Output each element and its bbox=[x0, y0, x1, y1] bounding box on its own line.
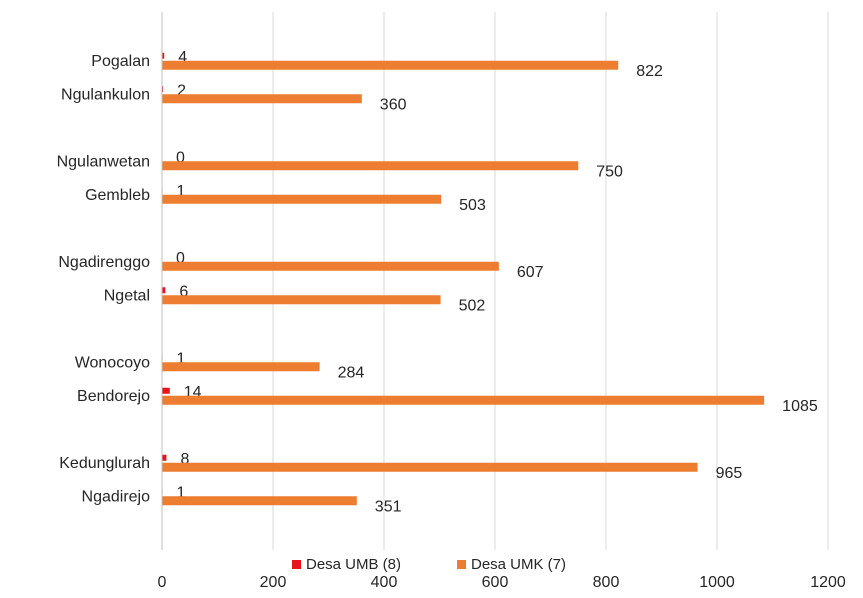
y-tick-label: Ngadirejo bbox=[82, 488, 151, 505]
bar bbox=[162, 496, 357, 506]
value-label: 1 bbox=[177, 183, 186, 200]
bar bbox=[162, 362, 320, 372]
bar bbox=[162, 261, 499, 271]
value-label: 503 bbox=[459, 197, 486, 214]
x-tick-label: 400 bbox=[371, 574, 398, 591]
value-label: 750 bbox=[596, 163, 623, 180]
value-label: 822 bbox=[636, 63, 663, 80]
value-label: 8 bbox=[180, 451, 189, 468]
y-tick-label: Gembleb bbox=[85, 187, 150, 204]
bar bbox=[162, 52, 165, 59]
value-label: 0 bbox=[176, 250, 185, 267]
legend-label: Desa UMK (7) bbox=[471, 556, 566, 573]
x-tick-label: 800 bbox=[593, 574, 620, 591]
value-label: 502 bbox=[459, 297, 486, 314]
bar bbox=[162, 161, 579, 171]
x-tick-label: 1200 bbox=[810, 574, 846, 591]
legend-swatch bbox=[457, 560, 466, 569]
y-tick-label: Kedunglurah bbox=[59, 455, 150, 472]
bar bbox=[162, 94, 362, 104]
bar bbox=[162, 60, 619, 70]
y-tick-label: Bendorejo bbox=[77, 388, 150, 405]
bar bbox=[162, 287, 166, 294]
value-label: 1085 bbox=[782, 398, 818, 415]
bar bbox=[162, 295, 441, 305]
bar bbox=[162, 194, 442, 204]
x-tick-label: 200 bbox=[260, 574, 287, 591]
bar bbox=[162, 86, 164, 93]
value-label: 0 bbox=[176, 149, 185, 166]
value-label: 2 bbox=[177, 82, 186, 99]
value-label: 360 bbox=[380, 96, 407, 113]
bar bbox=[162, 454, 167, 461]
y-tick-label: Ngetal bbox=[104, 287, 150, 304]
bar bbox=[162, 387, 170, 394]
x-tick-label: 1000 bbox=[699, 574, 735, 591]
legend-label: Desa UMB (8) bbox=[306, 556, 401, 573]
value-label: 351 bbox=[375, 498, 402, 515]
x-tick-label: 600 bbox=[482, 574, 509, 591]
value-label: 4 bbox=[178, 49, 187, 66]
value-label: 6 bbox=[179, 283, 188, 300]
bar bbox=[162, 395, 765, 405]
legend-swatch bbox=[292, 560, 301, 569]
y-tick-label: Wonocoyo bbox=[75, 354, 150, 371]
value-label: 1 bbox=[177, 350, 186, 367]
y-tick-label: Pogalan bbox=[91, 53, 150, 70]
value-label: 284 bbox=[338, 364, 365, 381]
value-label: 965 bbox=[716, 465, 743, 482]
y-tick-label: Ngadirenggo bbox=[58, 254, 150, 271]
y-tick-label: Ngulankulon bbox=[61, 86, 150, 103]
y-tick-label: Ngulanwetan bbox=[57, 153, 150, 170]
value-label: 1 bbox=[177, 484, 186, 501]
bar bbox=[162, 462, 698, 472]
x-tick-label: 0 bbox=[158, 574, 167, 591]
value-label: 607 bbox=[517, 264, 544, 281]
